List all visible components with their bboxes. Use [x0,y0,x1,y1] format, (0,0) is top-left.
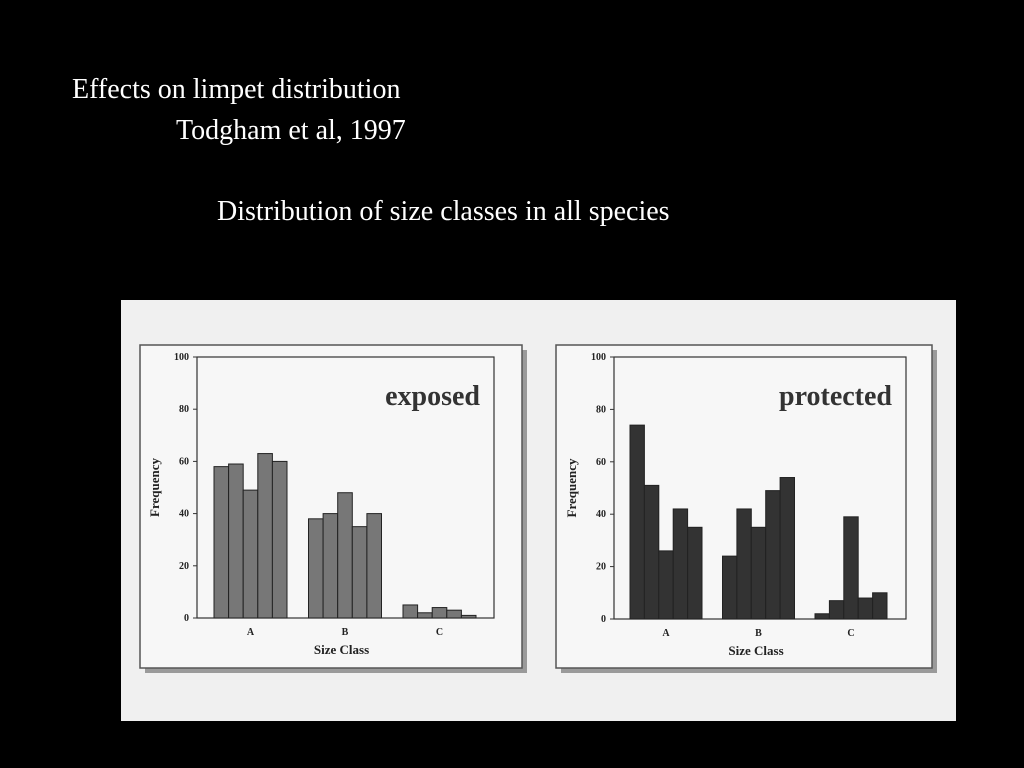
bar [658,550,674,620]
bar [672,508,689,620]
y-tick-label: 100 [591,352,606,363]
bar [460,614,477,619]
bar [337,492,353,619]
bar [351,526,368,619]
bar [629,424,645,620]
bar [213,466,230,619]
x-axis-label: Size Class [314,642,369,657]
y-tick-label: 0 [184,613,189,624]
x-tick-label: B [755,628,762,639]
y-axis-label: Frequency [564,458,579,517]
bar [872,592,888,620]
bar [843,516,859,620]
bar [722,555,738,620]
y-tick-label: 60 [179,456,189,467]
bar [779,477,795,620]
x-tick-label: C [847,628,854,639]
y-tick-label: 20 [179,561,189,572]
bar [402,604,419,619]
subtitle: Distribution of size classes in all spec… [217,196,670,227]
x-tick-label: C [436,627,443,638]
bar [736,508,752,620]
slide-title: Effects on limpet distribution [72,74,400,105]
x-tick-label: A [662,628,670,639]
bar [242,489,259,619]
x-tick-label: A [247,627,255,638]
bar [687,526,703,620]
y-tick-label: 40 [596,509,606,520]
x-tick-label: B [342,627,349,638]
y-tick-label: 60 [596,457,606,468]
bar [765,490,781,620]
bar [417,612,433,619]
bar [857,597,874,620]
y-tick-label: 100 [174,352,189,363]
bar [431,607,448,619]
chart-title: exposed [385,381,480,412]
bar [643,484,660,620]
bar [828,600,845,620]
bar [366,513,382,619]
bar [308,518,324,619]
chart-title: protected [779,381,892,412]
citation: Todgham et al, 1997 [176,115,406,146]
y-axis-label: Frequency [147,458,162,517]
y-tick-label: 80 [596,404,606,415]
bar [446,609,462,619]
bar [750,526,767,620]
y-tick-label: 80 [179,404,189,415]
bar [322,513,339,619]
bar [271,460,288,619]
y-tick-label: 0 [601,614,606,625]
bar [228,463,244,619]
x-axis-label: Size Class [728,643,783,658]
y-tick-label: 40 [179,509,189,520]
y-tick-label: 20 [596,562,606,573]
bar [814,613,830,620]
bar [257,453,273,619]
